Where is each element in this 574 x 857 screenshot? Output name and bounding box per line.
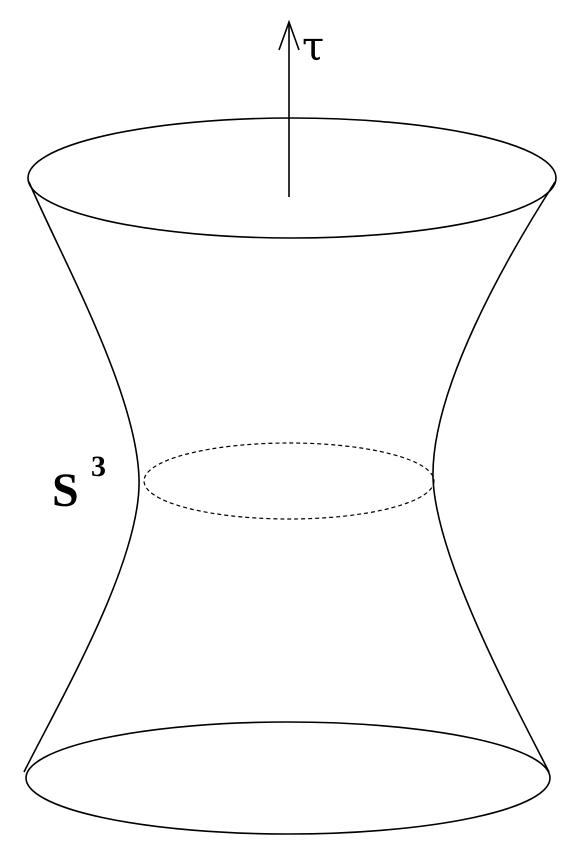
bottom-boundary-ellipse	[25, 721, 551, 835]
waist-sphere-ellipse	[143, 442, 435, 520]
tau-axis-label: τ	[302, 24, 324, 70]
left-side-curve	[23, 181, 140, 773]
right-side-curve	[432, 181, 556, 773]
sphere-label: S	[52, 464, 79, 517]
top-boundary-ellipse	[27, 117, 557, 239]
tau-arrowhead-icon	[278, 19, 300, 51]
sphere-label-exponent: 3	[91, 450, 106, 483]
